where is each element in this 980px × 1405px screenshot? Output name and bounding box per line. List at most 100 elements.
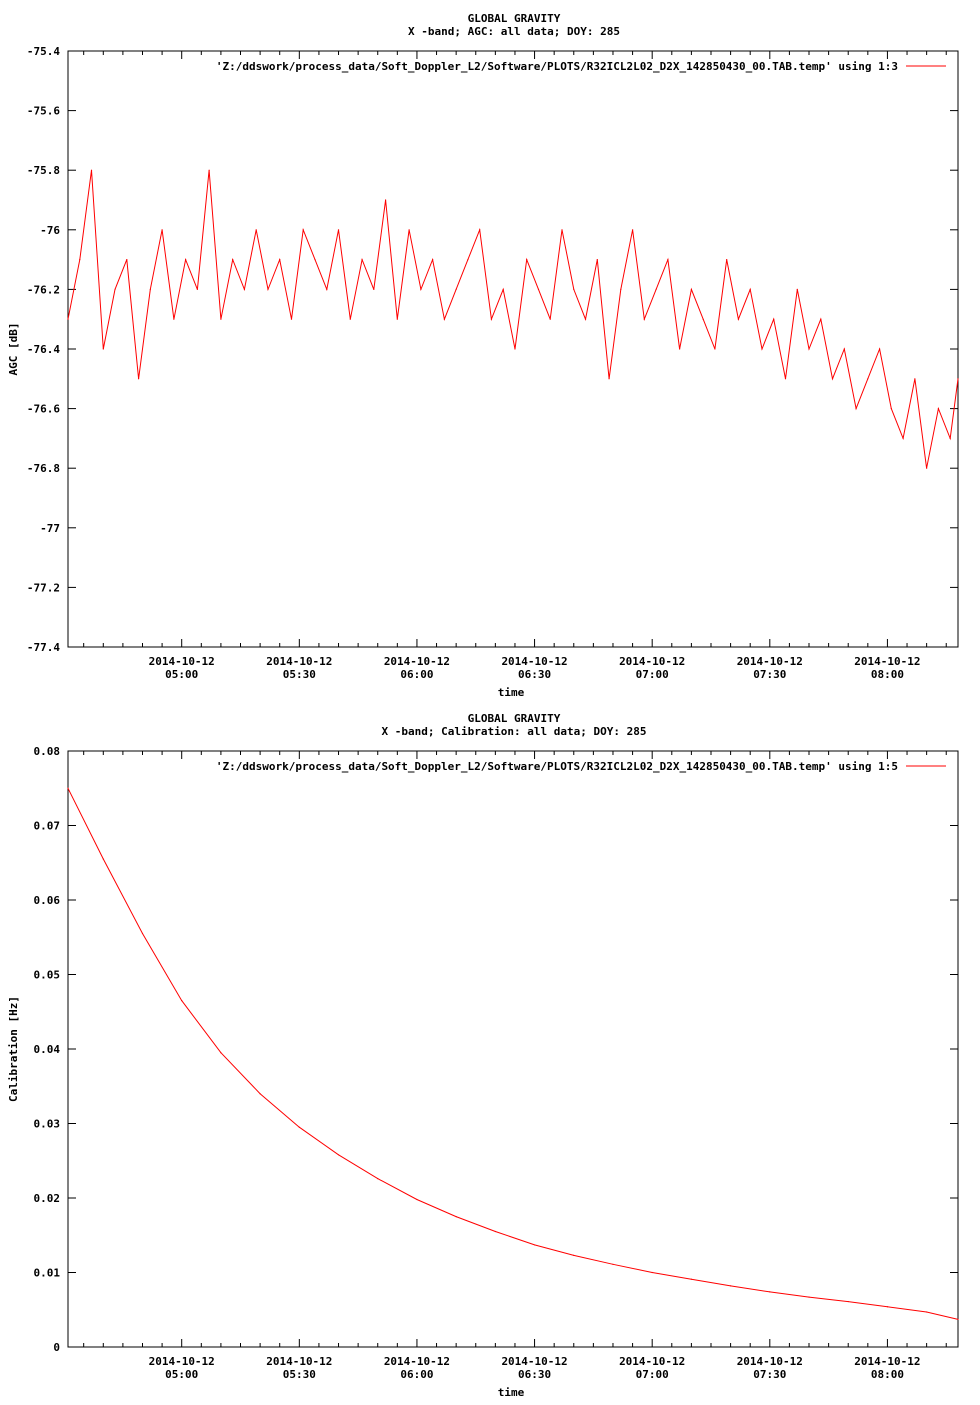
chart-title: GLOBAL GRAVITY <box>468 712 561 725</box>
data-point <box>890 408 892 410</box>
data-point <box>416 1198 418 1201</box>
data-point <box>396 318 398 320</box>
data-point <box>161 229 163 231</box>
data-point <box>137 378 140 380</box>
y-tick-label: 0.07 <box>34 820 61 833</box>
data-point <box>494 1230 496 1233</box>
y-tick-label: 0.03 <box>34 1118 61 1131</box>
data-point <box>847 1300 849 1303</box>
data-point <box>914 378 916 380</box>
data-point <box>173 318 175 320</box>
series-line <box>67 170 959 469</box>
data-point <box>102 348 104 350</box>
data-point <box>384 199 387 201</box>
data-point <box>926 1311 928 1313</box>
data-point <box>377 1178 379 1180</box>
data-point <box>181 999 183 1002</box>
data-point <box>573 288 575 290</box>
y-tick-label: -76.6 <box>27 403 60 416</box>
y-tick-label: -76.8 <box>27 462 60 475</box>
x-tick-time-label: 06:00 <box>400 1368 433 1381</box>
data-point <box>737 318 740 320</box>
y-tick-label: 0.06 <box>34 894 61 907</box>
data-point <box>573 1254 575 1256</box>
x-tick-date-label: 2014-10-12 <box>619 655 685 668</box>
y-axis-label: Calibration [Hz] <box>7 996 20 1102</box>
data-point <box>749 288 751 290</box>
series-line <box>67 788 959 1320</box>
data-point <box>102 858 104 860</box>
data-point <box>432 259 434 261</box>
data-point <box>455 288 457 290</box>
data-point <box>926 467 928 469</box>
data-point <box>949 437 951 439</box>
x-tick-time-label: 08:00 <box>871 1368 904 1381</box>
y-tick-label: -76 <box>40 224 60 237</box>
data-point <box>761 348 763 350</box>
y-tick-label: -75.4 <box>27 45 60 58</box>
data-point <box>957 378 959 380</box>
x-tick-date-label: 2014-10-12 <box>501 655 567 668</box>
data-point <box>902 437 904 439</box>
data-point <box>298 1126 300 1128</box>
data-point <box>514 348 516 350</box>
data-point <box>631 229 634 231</box>
data-point <box>714 348 716 350</box>
data-point <box>467 259 469 261</box>
data-point <box>302 229 304 231</box>
data-point <box>220 318 222 320</box>
data-point <box>957 1318 959 1321</box>
data-point <box>67 318 69 320</box>
data-point <box>808 1296 810 1298</box>
chart-subtitle: X -band; AGC: all data; DOY: 285 <box>408 25 620 38</box>
data-point <box>337 1154 340 1156</box>
data-point <box>561 229 563 231</box>
y-tick-label: 0 <box>53 1341 60 1354</box>
data-point <box>537 288 540 290</box>
x-tick-time-label: 08:00 <box>871 668 904 681</box>
data-point <box>831 378 834 380</box>
x-tick-date-label: 2014-10-12 <box>501 1355 567 1368</box>
data-point <box>259 1093 261 1095</box>
chart-subtitle: X -band; Calibration: all data; DOY: 285 <box>382 725 647 738</box>
x-tick-time-label: 05:00 <box>165 668 198 681</box>
data-point <box>729 1285 732 1287</box>
plot-frame <box>67 50 959 648</box>
y-tick-label: -77.2 <box>27 581 60 594</box>
data-point <box>420 288 422 290</box>
data-point <box>232 259 234 261</box>
x-tick-date-label: 2014-10-12 <box>737 655 803 668</box>
data-point <box>443 318 445 320</box>
y-tick-label: 0.05 <box>34 969 61 982</box>
data-point <box>290 318 293 320</box>
data-point <box>867 378 869 380</box>
x-axis-label: time <box>498 1386 525 1399</box>
x-tick-date-label: 2014-10-12 <box>266 655 332 668</box>
x-tick-time-label: 06:30 <box>518 668 551 681</box>
data-point <box>67 787 69 789</box>
y-tick-label: 0.04 <box>34 1043 61 1056</box>
x-tick-time-label: 05:30 <box>283 1368 316 1381</box>
data-point <box>584 318 587 320</box>
data-point <box>361 259 363 261</box>
x-tick-date-label: 2014-10-12 <box>149 655 215 668</box>
data-point <box>455 1216 457 1218</box>
data-point <box>185 259 187 261</box>
data-point <box>773 318 775 320</box>
plot-frame <box>67 750 959 1348</box>
x-tick-time-label: 07:00 <box>636 1368 669 1381</box>
x-tick-date-label: 2014-10-12 <box>149 1355 215 1368</box>
data-point <box>502 288 504 290</box>
chart-title: GLOBAL GRAVITY <box>468 12 561 25</box>
data-point <box>702 318 704 320</box>
y-tick-label: 0.08 <box>34 745 61 758</box>
data-point <box>651 1271 653 1274</box>
data-point <box>808 348 810 350</box>
y-tick-label: 0.01 <box>34 1267 61 1280</box>
x-tick-date-label: 2014-10-12 <box>384 1355 450 1368</box>
data-point <box>196 288 198 290</box>
data-point <box>79 259 81 261</box>
